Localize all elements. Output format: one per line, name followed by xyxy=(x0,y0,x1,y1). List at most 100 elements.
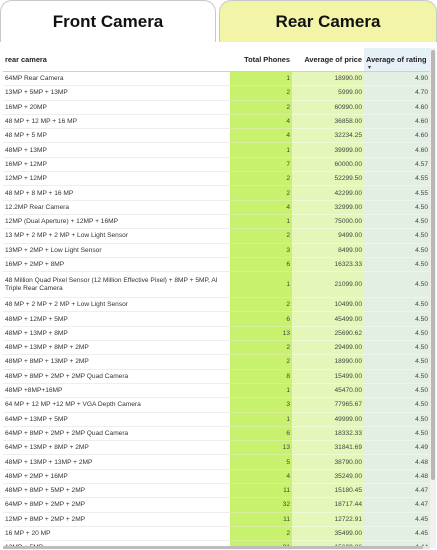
total-phones-cell: 11 xyxy=(230,512,292,527)
column-header-rear-camera[interactable]: rear camera xyxy=(3,48,230,72)
table-row[interactable]: 48MP + 13MP + 8MP + 2MP 2 29499.00 4.50 xyxy=(3,340,430,356)
table-row[interactable]: 48MP + 13MP 1 39999.00 4.60 xyxy=(3,142,430,158)
table-row[interactable]: 48MP +8MP+16MP 1 45470.00 4.50 xyxy=(3,383,430,399)
table-row[interactable]: 16 MP + 20 MP 2 35499.00 4.45 xyxy=(3,526,430,542)
total-phones-cell: 1 xyxy=(230,214,292,230)
table-row[interactable]: 13MP + 5MP + 13MP 2 5999.00 4.70 xyxy=(3,85,430,101)
average-price-cell: 32999.00 xyxy=(292,200,364,215)
average-rating-cell: 4.50 xyxy=(364,397,430,413)
average-rating-cell: 4.60 xyxy=(364,100,430,115)
camera-cell: 48MP + 13MP + 13MP + 2MP xyxy=(3,454,230,470)
average-rating-cell: 4.60 xyxy=(364,142,430,158)
total-phones-cell: 6 xyxy=(230,311,292,327)
camera-cell: 12MP + 12MP xyxy=(3,171,230,187)
average-price-cell: 18990.00 xyxy=(292,71,364,87)
table-row[interactable]: 64MP + 8MP + 2MP + 2MP 32 18717.44 4.47 xyxy=(3,497,430,513)
total-phones-cell: 4 xyxy=(230,114,292,130)
table-row[interactable]: 64MP Rear Camera 1 18990.00 4.90 xyxy=(3,71,430,87)
table-row[interactable]: 64MP + 8MP + 2MP + 2MP Quad Camera 6 18332… xyxy=(3,426,430,442)
column-header-average-rating[interactable]: Average of rating ▾ xyxy=(364,48,430,72)
average-rating-cell: 4.50 xyxy=(364,311,430,327)
tab-rear-camera[interactable]: Rear Camera xyxy=(219,0,437,42)
average-rating-cell: 4.47 xyxy=(364,483,430,499)
table-row[interactable]: 48 MP + 2 MP + 2 MP + Low Light Sensor 2 1… xyxy=(3,297,430,313)
average-rating-cell: 4.55 xyxy=(364,185,430,201)
table-row[interactable]: 12.2MP Rear Camera 4 32999.00 4.50 xyxy=(3,200,430,215)
camera-cell: 64MP + 13MP + 5MP xyxy=(3,412,230,427)
horizontal-scrollbar-thumb[interactable] xyxy=(3,546,423,549)
camera-cell: 48MP + 8MP + 2MP + 2MP Quad Camera xyxy=(3,369,230,384)
table-row[interactable]: 48 MP + 5 MP 4 32234.25 4.60 xyxy=(3,128,430,144)
vertical-scrollbar[interactable] xyxy=(430,48,436,548)
camera-cell: 13MP + 5MP + 13MP xyxy=(3,85,230,101)
average-rating-cell: 4.60 xyxy=(364,128,430,144)
camera-cell: 48MP + 8MP + 5MP + 2MP xyxy=(3,483,230,499)
column-header-average-price[interactable]: Average of price xyxy=(292,48,364,72)
table-row[interactable]: 12MP (Dual Aperture) + 12MP + 16MP 1 75000… xyxy=(3,214,430,230)
table-row[interactable]: 48MP + 13MP + 8MP 13 25690.62 4.50 xyxy=(3,326,430,342)
total-phones-cell: 1 xyxy=(230,71,292,87)
table-row[interactable]: 48 Million Quad Pixel Sensor (12 Million… xyxy=(3,271,430,299)
table-row[interactable]: 48MP + 8MP + 13MP + 2MP 2 18990.00 4.50 xyxy=(3,354,430,370)
average-price-cell: 75000.00 xyxy=(292,214,364,230)
average-price-cell: 12722.91 xyxy=(292,512,364,527)
table-row[interactable]: 48 MP + 8 MP + 16 MP 2 42299.00 4.55 xyxy=(3,185,430,201)
total-phones-cell: 2 xyxy=(230,297,292,313)
average-rating-cell: 4.45 xyxy=(364,526,430,542)
table-row[interactable]: 64 MP + 12 MP +12 MP + VGA Depth Camera 3… xyxy=(3,397,430,413)
table-header-row: rear camera Total Phones Average of pric… xyxy=(3,48,430,72)
table-row[interactable]: 64MP + 13MP + 5MP 1 49999.00 4.50 xyxy=(3,412,430,427)
table-row[interactable]: 48MP + 8MP + 5MP + 2MP 11 15180.45 4.47 xyxy=(3,483,430,499)
average-rating-cell: 4.50 xyxy=(364,426,430,442)
column-header-total-phones[interactable]: Total Phones xyxy=(230,48,292,72)
sort-descending-icon: ▾ xyxy=(368,65,372,71)
table-row[interactable]: 16MP + 20MP 2 60990.00 4.60 xyxy=(3,100,430,115)
average-price-cell: 25690.62 xyxy=(292,326,364,342)
total-phones-cell: 2 xyxy=(230,228,292,244)
table-row[interactable]: 12MP + 8MP + 2MP + 2MP 11 12722.91 4.45 xyxy=(3,512,430,527)
camera-cell: 48 MP + 8 MP + 16 MP xyxy=(3,185,230,201)
total-phones-cell: 6 xyxy=(230,426,292,442)
total-phones-cell: 2 xyxy=(230,340,292,356)
table-row[interactable]: 16MP + 2MP + 8MP 6 16323.33 4.50 xyxy=(3,257,430,273)
total-phones-cell: 2 xyxy=(230,85,292,101)
total-phones-cell: 1 xyxy=(230,383,292,399)
average-rating-cell: 4.45 xyxy=(364,512,430,527)
table-row[interactable]: 13 MP + 2 MP + 2 MP + Low Light Sensor 2 9… xyxy=(3,228,430,244)
camera-cell: 16MP + 20MP xyxy=(3,100,230,115)
table-row[interactable]: 48MP + 12MP + 5MP 6 45499.00 4.50 xyxy=(3,311,430,327)
table-row[interactable]: 48MP + 8MP + 2MP + 2MP Quad Camera 8 15499… xyxy=(3,369,430,384)
average-price-cell: 10499.00 xyxy=(292,297,364,313)
camera-cell: 64MP + 13MP + 8MP + 2MP xyxy=(3,440,230,456)
table-row[interactable]: 12MP + 12MP 2 52299.50 4.55 xyxy=(3,171,430,187)
average-price-cell: 15180.45 xyxy=(292,483,364,499)
total-phones-cell: 2 xyxy=(230,100,292,115)
camera-cell: 12.2MP Rear Camera xyxy=(3,200,230,215)
average-price-cell: 38790.00 xyxy=(292,454,364,470)
camera-cell: 12MP (Dual Aperture) + 12MP + 16MP xyxy=(3,214,230,230)
table-row[interactable]: 48 MP + 12 MP + 16 MP 4 36858.00 4.60 xyxy=(3,114,430,130)
table-row[interactable]: 16MP + 12MP 7 60000.00 4.57 xyxy=(3,157,430,173)
table-row[interactable]: 48MP + 2MP + 16MP 4 35249.00 4.48 xyxy=(3,469,430,485)
vertical-scrollbar-thumb[interactable] xyxy=(431,50,435,480)
table-row[interactable]: 48MP + 13MP + 13MP + 2MP 5 38790.00 4.48 xyxy=(3,454,430,470)
average-price-cell: 35249.00 xyxy=(292,469,364,485)
table-row[interactable]: 13MP + 2MP + Low Light Sensor 3 8499.00 4.5… xyxy=(3,243,430,258)
total-phones-cell: 13 xyxy=(230,440,292,456)
total-phones-cell: 1 xyxy=(230,271,292,299)
horizontal-scrollbar[interactable] xyxy=(3,546,430,549)
camera-tab-bar: Front Camera Rear Camera xyxy=(0,0,437,44)
total-phones-cell: 2 xyxy=(230,185,292,201)
total-phones-cell: 11 xyxy=(230,483,292,499)
camera-cell: 13MP + 2MP + Low Light Sensor xyxy=(3,243,230,258)
table-row[interactable]: 64MP + 13MP + 8MP + 2MP 13 31841.69 4.49 xyxy=(3,440,430,456)
average-rating-cell: 4.49 xyxy=(364,440,430,456)
average-price-cell: 5999.00 xyxy=(292,85,364,101)
camera-cell: 48 Million Quad Pixel Sensor (12 Million… xyxy=(3,271,230,299)
average-price-cell: 35499.00 xyxy=(292,526,364,542)
total-phones-cell: 1 xyxy=(230,412,292,427)
average-price-cell: 18990.00 xyxy=(292,354,364,370)
average-price-cell: 39999.00 xyxy=(292,142,364,158)
average-price-cell: 15499.00 xyxy=(292,369,364,384)
tab-front-camera[interactable]: Front Camera xyxy=(0,0,216,42)
